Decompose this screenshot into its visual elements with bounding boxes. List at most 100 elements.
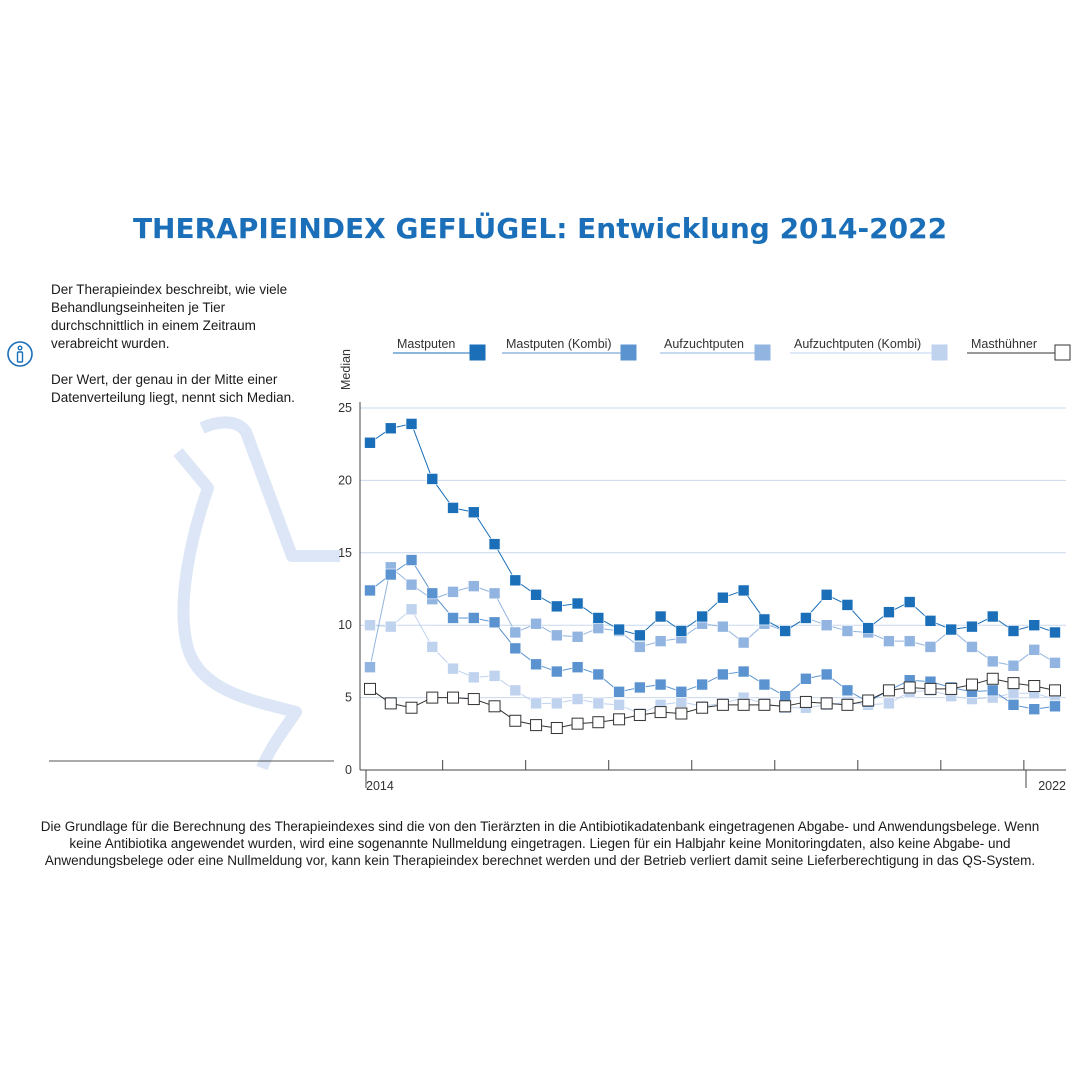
- point-1-17: [717, 668, 729, 681]
- point-1-16: [696, 678, 708, 691]
- point-0-18: [737, 584, 750, 597]
- intro-paragraph-2: Der Wert, der genau in der Mitte einer D…: [51, 372, 295, 405]
- point-0-15: [675, 625, 688, 637]
- point-0-11: [592, 612, 605, 624]
- legend-label-4: Masthühner: [971, 337, 1037, 351]
- point-3-25: [883, 697, 895, 710]
- point-1-2: [405, 554, 418, 566]
- legend-swatch-1: [620, 344, 637, 361]
- point-4-14: [654, 706, 667, 719]
- point-0-0: [364, 436, 376, 449]
- bottle-outline: [173, 416, 340, 771]
- point-0-9: [551, 600, 563, 613]
- point-1-31: [1007, 699, 1020, 711]
- point-1-30: [986, 684, 999, 697]
- point-2-14: [654, 635, 667, 647]
- point-0-3: [426, 473, 439, 485]
- legend-item-4: Masthühner: [967, 337, 1071, 361]
- point-1-23: [841, 684, 854, 697]
- point-0-8: [530, 588, 542, 601]
- series-line-2: [369, 566, 1056, 668]
- point-2-7: [509, 626, 522, 639]
- point-0-29: [966, 620, 978, 633]
- point-3-7: [509, 684, 522, 697]
- point-4-24: [862, 694, 875, 707]
- point-0-33: [1049, 626, 1061, 639]
- point-0-24: [862, 622, 874, 634]
- point-2-0: [364, 661, 376, 673]
- point-4-7: [509, 714, 522, 727]
- point-0-27: [924, 615, 937, 627]
- point-2-9: [551, 629, 563, 642]
- point-2-17: [717, 620, 729, 633]
- point-0-25: [883, 606, 895, 618]
- point-3-1: [384, 620, 397, 633]
- point-1-1: [384, 568, 397, 581]
- series-line-3: [369, 608, 1056, 715]
- y-tick-label-0: 0: [345, 763, 352, 777]
- point-3-9: [551, 697, 563, 710]
- point-4-21: [799, 695, 812, 708]
- point-0-23: [841, 599, 854, 611]
- legend-item-0: Mastputen: [393, 337, 486, 361]
- point-2-6: [488, 587, 501, 600]
- point-2-18: [737, 636, 750, 649]
- point-3-10: [571, 693, 584, 705]
- point-4-31: [1007, 677, 1020, 690]
- intro-paragraph-1: Der Therapieindex beschreibt, wie viele …: [51, 282, 288, 351]
- point-0-20: [779, 625, 791, 637]
- point-4-22: [820, 697, 833, 710]
- point-1-7: [509, 642, 522, 655]
- grid: [360, 407, 1066, 699]
- point-2-23: [841, 625, 854, 637]
- point-2-8: [530, 617, 542, 630]
- point-0-21: [800, 612, 812, 624]
- series-0: [364, 418, 1061, 642]
- footnote-text: Die Grundlage für die Berechnung des The…: [40, 819, 1040, 868]
- point-0-1: [384, 422, 397, 435]
- point-2-5: [467, 580, 480, 592]
- point-3-3: [426, 641, 439, 653]
- point-4-2: [405, 701, 418, 714]
- point-4-10: [571, 717, 584, 730]
- point-3-5: [467, 671, 480, 684]
- point-4-0: [364, 682, 376, 695]
- point-1-15: [675, 686, 688, 698]
- axes: 0 5 10 15 20 25 2014 2022 Median: [338, 349, 1066, 793]
- footnote: Die Grundlage für die Berechnung des The…: [40, 818, 1040, 869]
- point-0-30: [986, 610, 999, 623]
- x-start-label: 2014: [366, 779, 394, 793]
- point-2-22: [820, 619, 833, 632]
- point-4-27: [924, 682, 937, 695]
- point-3-8: [530, 697, 542, 710]
- legend-label-2: Aufzuchtputen: [664, 337, 744, 351]
- y-tick-label-25: 25: [338, 401, 352, 415]
- x-end-label: 2022: [1038, 779, 1066, 793]
- point-1-22: [820, 668, 833, 681]
- point-1-33: [1049, 700, 1061, 713]
- y-tick-label-5: 5: [345, 691, 352, 705]
- point-4-32: [1028, 680, 1041, 693]
- point-4-20: [779, 700, 792, 713]
- point-1-4: [447, 612, 459, 624]
- point-0-2: [405, 418, 418, 430]
- point-3-4: [447, 662, 459, 675]
- point-2-26: [903, 635, 916, 647]
- point-0-6: [488, 538, 501, 550]
- point-1-0: [364, 584, 376, 597]
- point-4-15: [675, 707, 688, 720]
- point-4-18: [737, 698, 750, 711]
- legend-swatch-4: [1054, 344, 1071, 361]
- point-1-10: [571, 661, 584, 673]
- intro-text: Der Therapieindex beschreibt, wie viele …: [51, 281, 321, 407]
- legend-label-3: Aufzuchtputen (Kombi): [794, 337, 921, 351]
- point-3-11: [592, 697, 605, 710]
- point-3-6: [488, 670, 501, 682]
- point-0-31: [1007, 625, 1020, 637]
- point-0-5: [467, 506, 480, 519]
- point-4-16: [696, 701, 709, 714]
- info-icon: [7, 341, 33, 367]
- y-tick-label-15: 15: [338, 546, 352, 560]
- page-title: THERAPIEINDEX GEFLÜGEL: Entwicklung 2014…: [132, 212, 948, 245]
- point-0-4: [447, 502, 459, 514]
